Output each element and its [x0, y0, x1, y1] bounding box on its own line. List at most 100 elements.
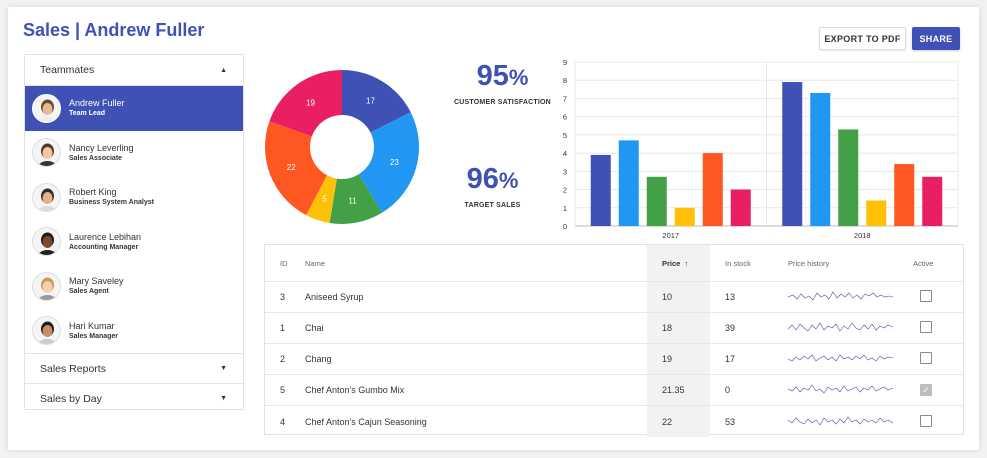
- cell-id: 2: [280, 354, 286, 364]
- active-checkbox[interactable]: [920, 352, 932, 364]
- products-grid: ID Name Price ↑ In stock Price history A…: [264, 244, 964, 437]
- cell-price-history: [773, 414, 899, 430]
- sales-reports-label: Sales Reports: [40, 362, 106, 375]
- teammate-item[interactable]: Hari Kumar Sales Manager: [25, 309, 243, 354]
- bar[interactable]: [646, 176, 667, 226]
- table-row[interactable]: 4 Chef Anton's Cajun Seasoning 22 53: [265, 406, 963, 437]
- sparkline: [787, 322, 894, 332]
- col-id-header[interactable]: ID: [280, 258, 288, 268]
- table-row[interactable]: 3 Aniseed Syrup 10 13: [265, 282, 963, 313]
- teammate-item[interactable]: Nancy Leverling Sales Associate: [25, 131, 243, 176]
- avatar: [32, 182, 61, 212]
- cell-name: Chef Anton's Gumbo Mix: [305, 385, 405, 395]
- cell-id: 3: [280, 292, 286, 302]
- cell-name: Aniseed Syrup: [305, 292, 364, 302]
- donut-slice[interactable]: [358, 112, 419, 213]
- cell-name: Chai: [305, 323, 324, 333]
- sort-asc-icon: ↑: [684, 258, 689, 268]
- cell-stock: 0: [725, 385, 731, 395]
- page-title: Sales | Andrew Fuller: [23, 20, 205, 40]
- y-tick-label: 5: [563, 131, 567, 140]
- col-history-header[interactable]: Price history: [788, 258, 830, 268]
- grid-header-row: ID Name Price ↑ In stock Price history A…: [265, 245, 963, 282]
- donut-slice[interactable]: [269, 70, 342, 137]
- bar-chart: 0 1 2 3 4 5 6 7 8 9 2017 2018: [563, 58, 959, 240]
- caret-up-icon: ▲: [220, 66, 227, 74]
- cell-price: 22: [647, 406, 710, 437]
- donut-slice[interactable]: [265, 121, 328, 216]
- bar[interactable]: [618, 140, 639, 226]
- cell-price: 18: [647, 313, 710, 343]
- teammate-item[interactable]: Mary Saveley Sales Agent: [25, 264, 243, 309]
- cell-stock: 39: [725, 323, 736, 333]
- avatar: [32, 138, 61, 168]
- bar[interactable]: [590, 154, 611, 226]
- cell-name: Chef Anton's Cajun Seasoning: [305, 416, 427, 427]
- donut-slice[interactable]: [329, 174, 383, 224]
- bar[interactable]: [838, 129, 859, 226]
- active-checkbox[interactable]: [920, 290, 932, 302]
- cell-price-history: [773, 382, 899, 398]
- cell-id: 4: [280, 416, 286, 427]
- bar[interactable]: [674, 207, 695, 226]
- teammate-role: Sales Associate: [69, 154, 123, 162]
- cell-price: 19: [647, 344, 710, 374]
- teammate-item[interactable]: Laurence Lebihan Accounting Manager: [25, 220, 243, 265]
- active-checkbox[interactable]: ✓: [920, 384, 932, 396]
- bar[interactable]: [922, 176, 943, 226]
- donut-slice-label: 11: [348, 196, 357, 205]
- bar[interactable]: [702, 153, 723, 226]
- teammate-name: Mary Saveley: [69, 276, 124, 287]
- sales-by-day-section[interactable]: Sales by Day ▼: [25, 383, 243, 413]
- cell-stock: 17: [725, 354, 736, 364]
- avatar: [32, 316, 61, 346]
- bar[interactable]: [894, 164, 915, 226]
- teammates-label: Teammates: [40, 64, 95, 76]
- y-tick-label: 2: [563, 186, 567, 195]
- kpi-target-sales: 96% TARGET SALES: [430, 163, 555, 209]
- caret-down-icon: ▼: [220, 395, 227, 402]
- bar[interactable]: [866, 200, 887, 226]
- table-row[interactable]: 1 Chai 18 39: [265, 313, 963, 344]
- avatar: [32, 93, 61, 123]
- table-row[interactable]: 5 Chef Anton's Gumbo Mix 21.35 0 ✓: [265, 375, 963, 406]
- cell-name: Chang: [305, 354, 332, 364]
- avatar: [32, 227, 61, 257]
- kpi-value: 95: [476, 60, 509, 92]
- col-active-header[interactable]: Active: [913, 258, 934, 268]
- sparkline: [787, 354, 894, 362]
- active-checkbox[interactable]: [920, 414, 932, 427]
- teammates-header[interactable]: Teammates ▲: [25, 55, 243, 86]
- teammate-role: Sales Agent: [69, 288, 109, 296]
- sales-reports-section[interactable]: Sales Reports ▼: [25, 353, 243, 383]
- export-pdf-button[interactable]: EXPORT TO PDF: [819, 27, 906, 50]
- x-category-label: 2018: [854, 231, 871, 240]
- y-tick-label: 0: [563, 222, 567, 231]
- donut-slice[interactable]: [342, 70, 411, 133]
- cell-stock: 13: [725, 292, 736, 302]
- kpi-unit: %: [508, 65, 529, 90]
- y-tick-label: 3: [563, 167, 567, 176]
- donut-slice[interactable]: [306, 175, 337, 223]
- active-checkbox[interactable]: [920, 321, 932, 333]
- teammate-name: Andrew Fuller: [69, 98, 125, 109]
- bar[interactable]: [810, 92, 831, 226]
- teammate-item[interactable]: Robert King Business System Analyst: [25, 175, 243, 220]
- col-name-header[interactable]: Name: [305, 258, 326, 268]
- y-tick-label: 9: [563, 58, 567, 67]
- teammate-item[interactable]: Andrew Fuller Team Lead: [25, 86, 243, 131]
- donut-chart: 17 23 11 5 22 19: [265, 70, 419, 224]
- bar[interactable]: [782, 82, 803, 226]
- teammate-role: Accounting Manager: [69, 243, 139, 251]
- share-button[interactable]: SHARE: [912, 27, 960, 50]
- sparkline: [787, 291, 894, 301]
- col-price-header[interactable]: Price ↑: [647, 245, 710, 281]
- bar[interactable]: [730, 189, 751, 226]
- cell-stock: 53: [725, 416, 736, 427]
- donut-slice-label: 19: [306, 98, 315, 107]
- table-row[interactable]: 2 Chang 19 17: [265, 344, 963, 375]
- donut-slice-label: 22: [287, 163, 296, 172]
- y-tick-label: 1: [563, 204, 567, 213]
- col-stock-header[interactable]: In stock: [725, 258, 751, 268]
- kpi-label: TARGET SALES: [464, 202, 521, 209]
